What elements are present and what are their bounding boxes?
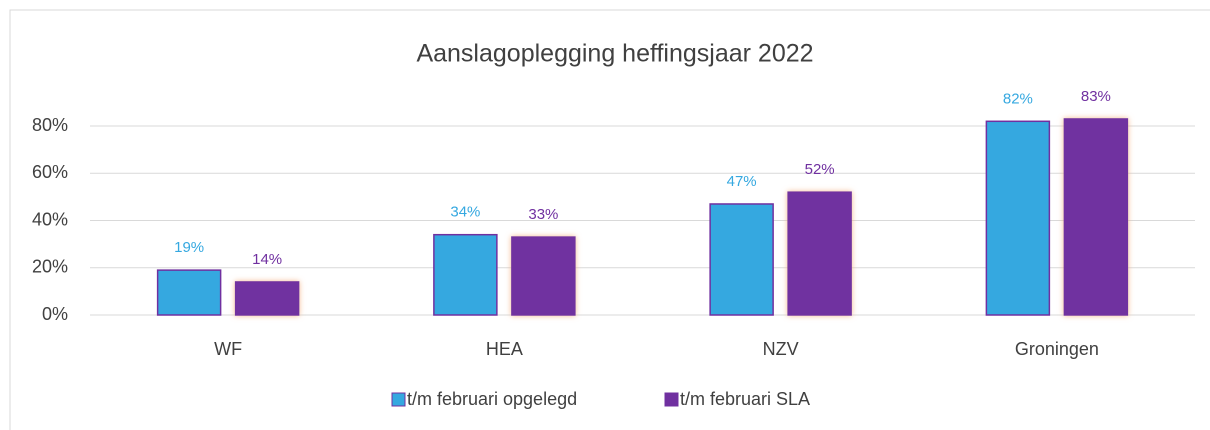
x-tick-label: Groningen: [1015, 339, 1099, 359]
y-tick-label: 0%: [42, 304, 68, 324]
value-label: 52%: [805, 161, 835, 178]
chart-border: [9, 9, 1210, 430]
bar: [985, 120, 1051, 316]
chart-title: Aanslagoplegging heffingsjaar 2022: [416, 40, 813, 68]
bar: [787, 191, 852, 316]
legend-swatch: [391, 392, 406, 407]
bar: [1063, 118, 1129, 316]
y-tick-label: 60%: [32, 162, 68, 182]
legend-swatch: [664, 392, 679, 407]
value-label: 83%: [1081, 88, 1111, 105]
value-label: 47%: [727, 173, 757, 190]
y-tick-label: 40%: [32, 209, 68, 229]
bar: [433, 233, 498, 316]
value-label: 19%: [174, 239, 204, 256]
bar: [234, 281, 300, 316]
bar: [156, 269, 222, 316]
bar: [511, 236, 576, 316]
value-label: 82%: [1003, 90, 1033, 107]
x-tick-label: NZV: [763, 339, 799, 359]
value-label: 33%: [528, 206, 558, 223]
bar: [709, 203, 774, 316]
value-label: 14%: [252, 251, 282, 268]
y-tick-label: 80%: [32, 115, 68, 135]
x-tick-label: HEA: [486, 339, 523, 359]
legend-label: t/m februari opgelegd: [407, 389, 577, 409]
x-tick-label: WF: [214, 339, 242, 359]
value-label: 34%: [450, 204, 480, 221]
legend-label: t/m februari SLA: [680, 389, 810, 409]
y-tick-label: 20%: [32, 257, 68, 277]
